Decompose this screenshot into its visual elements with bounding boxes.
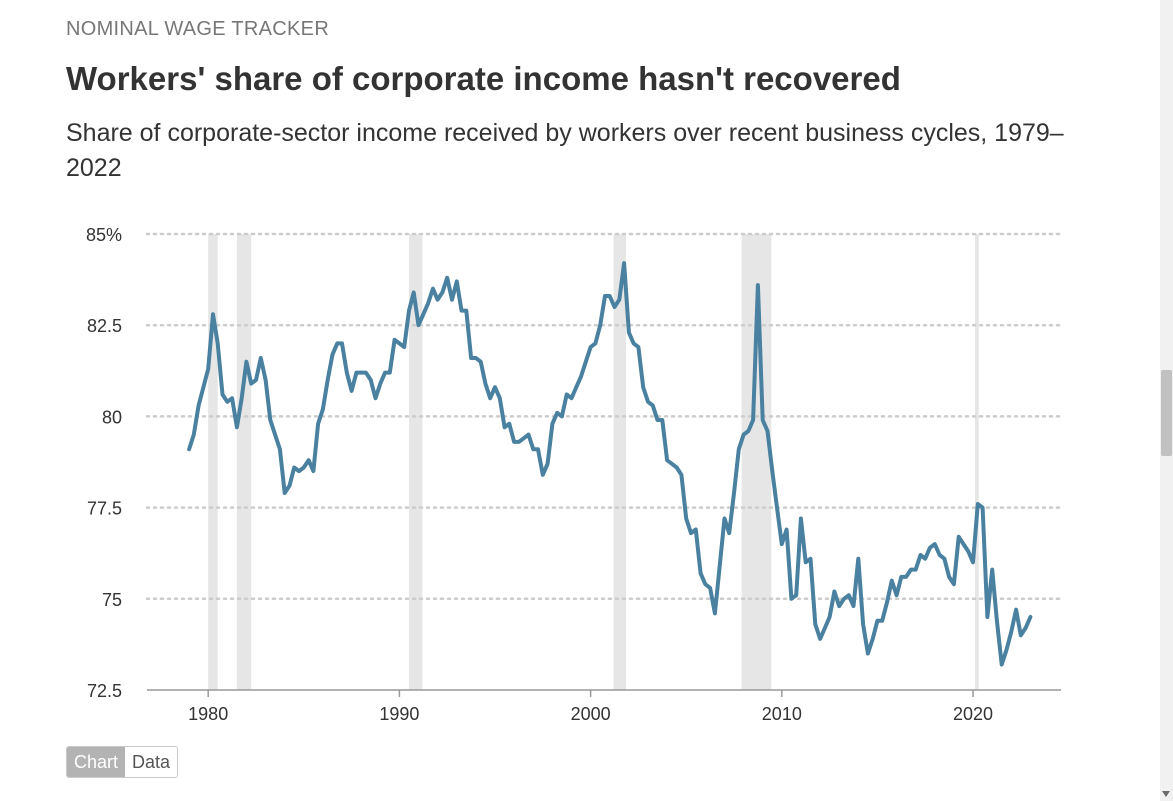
line-chart: 1980 1990 2000 2010 2020 72.5 75 77.5 80 82.5 85%	[86, 225, 1063, 724]
gridlines	[145, 232, 1063, 601]
y-tick-label: 80	[102, 407, 122, 427]
y-tick-label: 85%	[86, 225, 122, 245]
data-tab-button[interactable]: Data	[125, 747, 178, 777]
chart-title: Workers' share of corporate income hasn'…	[66, 60, 901, 97]
recession-band	[974, 234, 979, 690]
scrollbar-thumb[interactable]	[1161, 370, 1172, 456]
series-line	[187, 261, 1033, 667]
x-tick-label: 2010	[762, 704, 802, 724]
recession-band	[408, 234, 423, 690]
recession-band	[208, 234, 218, 690]
y-axis: 72.5 75 77.5 80 82.5 85%	[86, 225, 122, 701]
recession-band	[236, 234, 252, 690]
recession-bands	[208, 234, 979, 690]
x-tick-label: 2000	[571, 704, 611, 724]
series-layer	[187, 261, 1033, 667]
view-toggle: Chart Data	[66, 746, 179, 778]
recession-band	[613, 234, 626, 690]
y-tick-label: 77.5	[87, 499, 122, 519]
x-tick-label: 1990	[379, 704, 419, 724]
y-tick-label: 82.5	[87, 316, 122, 336]
scroll-down-arrow-icon[interactable]	[1162, 791, 1170, 797]
x-tick-label: 1980	[188, 704, 228, 724]
x-axis: 1980 1990 2000 2010 2020	[147, 689, 1061, 724]
chart-subtitle: Share of corporate-sector income receive…	[66, 119, 1064, 182]
x-tick-label: 2020	[953, 704, 993, 724]
chart-kicker: NOMINAL WAGE TRACKER	[66, 18, 330, 40]
y-tick-label: 75	[102, 590, 122, 610]
page-scrollbar[interactable]	[1160, 0, 1173, 801]
chart-tab-button[interactable]: Chart	[67, 747, 126, 777]
y-tick-label: 72.5	[87, 681, 122, 701]
